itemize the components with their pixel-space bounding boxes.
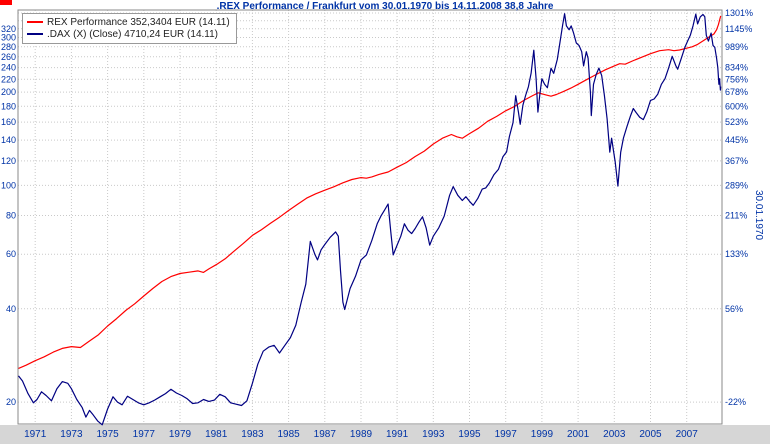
y-axis-left-label: 180: [1, 101, 16, 111]
x-axis-year-label: 2001: [567, 429, 590, 440]
y-axis-right-label: 1145%: [725, 24, 752, 34]
x-axis-year-label: 1997: [495, 429, 518, 440]
y-axis-right-label: 133%: [725, 249, 748, 259]
x-axis-year-label: 1985: [277, 429, 300, 440]
y-axis-right-label: -22%: [725, 397, 746, 407]
dax-series-line: [18, 13, 722, 426]
plot-border: [17, 9, 723, 425]
y-axis-left-label: 40: [6, 304, 16, 314]
y-axis-left-label: 220: [1, 74, 16, 84]
last-price-marker-icon: [0, 0, 12, 5]
y-axis-right-label: 756%: [725, 74, 748, 84]
x-axis-year-label: 1999: [531, 429, 554, 440]
y-axis-right-label: 600%: [725, 101, 748, 111]
x-axis-year-label: 1979: [169, 429, 192, 440]
y-axis-left-label: 300: [1, 33, 16, 43]
legend-label-rex: REX Performance 352,3404 EUR (14.11): [47, 16, 230, 28]
y-axis-left-label: 20: [6, 397, 16, 407]
dax-line-swatch-icon: [27, 33, 43, 35]
x-axis-year-label: 1981: [205, 429, 228, 440]
x-axis-year-label: 1993: [422, 429, 445, 440]
y-axis-right-label: 289%: [725, 180, 748, 190]
legend-item-rex: REX Performance 352,3404 EUR (14.11): [27, 16, 230, 28]
x-axis-year-label: 1991: [386, 429, 409, 440]
x-axis-year-label: 1977: [133, 429, 156, 440]
x-axis-year-label: 1995: [458, 429, 481, 440]
x-axis-year-label: 1983: [241, 429, 264, 440]
x-axis-band: [0, 425, 770, 444]
y-axis-left-label: 260: [1, 52, 16, 62]
y-axis-right-label: 834%: [725, 63, 748, 73]
x-axis-year-label: 2005: [639, 429, 662, 440]
y-axis-left-label: 280: [1, 42, 16, 52]
chart-title: .REX Performance / Frankfurt vom 30.01.1…: [216, 1, 554, 12]
y-axis-left-label: 120: [1, 156, 16, 166]
y-axis-right-label: 367%: [725, 156, 748, 166]
x-axis-year-label: 1973: [60, 429, 83, 440]
legend-item-dax: .DAX (X) (Close) 4710,24 EUR (14.11): [27, 28, 230, 40]
y-axis-right-label: 445%: [725, 135, 748, 145]
y-axis-left-label: 200: [1, 87, 16, 97]
legend-label-dax: .DAX (X) (Close) 4710,24 EUR (14.11): [47, 28, 218, 40]
y-axis-right-label: 678%: [725, 87, 748, 97]
x-axis-year-label: 2003: [603, 429, 626, 440]
rex-line-swatch-icon: [27, 21, 43, 23]
x-axis-year-label: 1975: [96, 429, 119, 440]
y-axis-right-label: 523%: [725, 117, 748, 127]
plot-background: [18, 10, 722, 424]
y-axis-left-label: 100: [1, 180, 16, 190]
y-axis-left-label: 60: [6, 249, 16, 259]
x-axis-year-label: 1987: [314, 429, 337, 440]
x-axis-year-label: 1971: [24, 429, 47, 440]
x-axis-year-label: 1989: [350, 429, 373, 440]
legend: REX Performance 352,3404 EUR (14.11) .DA…: [22, 13, 237, 44]
axis-start-date-label: 30.01.1970: [753, 190, 764, 241]
y-axis-right-label: 56%: [725, 304, 743, 314]
rex-series-line: [18, 15, 722, 369]
y-axis-right-label: 211%: [725, 211, 747, 221]
y-axis-right-label: 989%: [725, 42, 748, 52]
y-axis-left-label: 320: [1, 24, 16, 34]
y-axis-left-label: 80: [6, 211, 16, 221]
y-axis-left-label: 160: [1, 117, 16, 127]
y-axis-left-label: 240: [1, 63, 16, 73]
y-axis-left-label: 140: [1, 135, 16, 145]
x-axis-year-label: 2007: [676, 429, 699, 440]
y-axis-right-label: 1301%: [725, 8, 753, 18]
